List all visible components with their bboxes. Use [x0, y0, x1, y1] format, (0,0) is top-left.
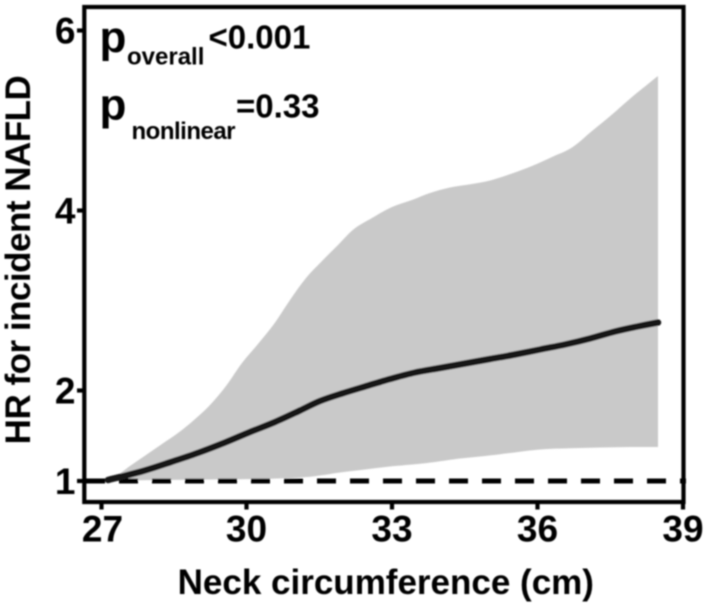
svg-text:2: 2	[55, 371, 76, 412]
svg-text:overall: overall	[127, 44, 204, 71]
svg-text:=0.33: =0.33	[236, 88, 320, 125]
svg-text:HR for incident NAFLD: HR for incident NAFLD	[0, 76, 38, 445]
svg-text:6: 6	[55, 11, 76, 52]
svg-text:30: 30	[226, 509, 267, 550]
svg-text:27: 27	[82, 509, 123, 550]
svg-text:33: 33	[371, 509, 412, 550]
svg-text:36: 36	[517, 509, 558, 550]
svg-text:p: p	[100, 13, 127, 62]
svg-text:Neck circumference (cm): Neck circumference (cm)	[178, 563, 594, 602]
svg-text:<0.001: <0.001	[209, 19, 311, 56]
svg-text:p: p	[100, 81, 127, 130]
svg-text:39: 39	[662, 509, 703, 550]
svg-text:4: 4	[55, 191, 76, 232]
svg-text:nonlinear: nonlinear	[132, 118, 236, 145]
svg-text:1: 1	[55, 461, 76, 502]
